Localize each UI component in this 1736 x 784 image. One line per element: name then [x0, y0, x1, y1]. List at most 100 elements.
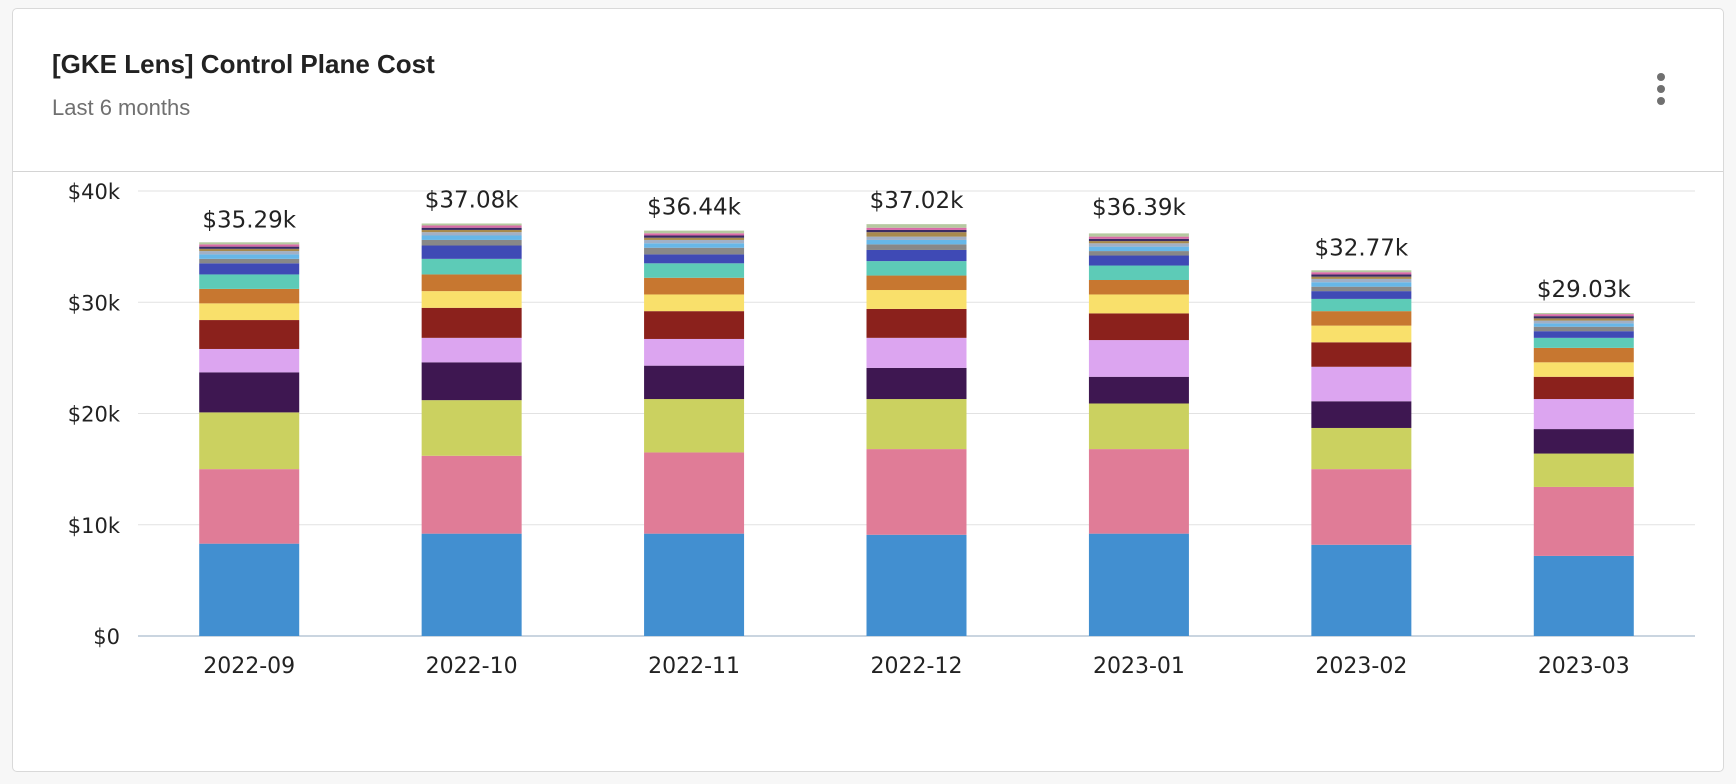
y-tick-label: $30k: [68, 291, 121, 315]
bar-segment: [421, 400, 522, 456]
chart-card: [GKE Lens] Control Plane Cost Last 6 mon…: [12, 8, 1724, 772]
bar-segment: [199, 246, 300, 249]
bar-total-label: $36.44k: [647, 195, 741, 221]
bar-segment: [644, 452, 745, 534]
bar-segment: [866, 337, 967, 368]
bar-total-label: $36.39k: [1092, 195, 1186, 221]
more-vertical-icon[interactable]: [1651, 73, 1671, 113]
bar-segment: [866, 399, 967, 450]
bar-segment: [199, 543, 300, 636]
bar-segment: [866, 232, 967, 237]
bar-segment: [644, 243, 745, 248]
bar-segment: [199, 412, 300, 470]
bar-segment: [644, 254, 745, 264]
bar-segment: [866, 224, 967, 228]
x-tick-label: 2022-11: [648, 654, 740, 679]
bar-segment: [199, 248, 300, 252]
bar-segment: [1311, 298, 1412, 312]
bar-segment: [644, 338, 745, 366]
bar-segment: [421, 274, 522, 292]
bar-segment: [199, 320, 300, 349]
bar-segment: [1088, 255, 1189, 266]
bar-segment: [1088, 376, 1189, 404]
bar-segment: [1088, 313, 1189, 341]
bar-segment: [866, 227, 967, 230]
bar-segment: [421, 291, 522, 308]
bar-total-label: $37.08k: [425, 187, 519, 213]
bar-segment: [1311, 325, 1412, 343]
bar-segment: [1311, 286, 1412, 292]
x-tick-label: 2022-10: [426, 654, 518, 679]
bar-segment: [644, 263, 745, 278]
kebab-dot: [1657, 97, 1665, 105]
bar-segment: [1533, 486, 1634, 556]
bar-segment: [199, 303, 300, 321]
bar-segment: [199, 242, 300, 245]
bar-segment: [644, 277, 745, 295]
bar-segment: [1533, 323, 1634, 327]
bar-segment: [1088, 403, 1189, 450]
bar-segment: [1088, 246, 1189, 252]
y-tick-label: $20k: [68, 403, 121, 427]
bar-segment: [421, 225, 522, 228]
bar-segment: [1088, 265, 1189, 280]
bar-segment: [421, 533, 522, 636]
bar-segment: [866, 229, 967, 233]
bar-segment: [1088, 243, 1189, 247]
x-tick-label: 2023-03: [1538, 654, 1630, 679]
bar-segment: [644, 233, 745, 236]
bar-segment: [1533, 320, 1634, 324]
bar-segment: [1311, 276, 1412, 279]
bar-segment: [644, 235, 745, 238]
bar-total-label: $32.77k: [1314, 235, 1408, 261]
bar-segment: [421, 239, 522, 246]
bar-segment: [199, 263, 300, 275]
bar-total-label: $35.29k: [202, 207, 296, 233]
bar-segment: [1311, 274, 1412, 277]
bar-segment: [1533, 362, 1634, 377]
bar-segment: [1311, 544, 1412, 636]
bar-segment: [1533, 326, 1634, 332]
bar-segment: [1311, 469, 1412, 545]
bar-segment: [1533, 347, 1634, 363]
bar-segment: [1311, 401, 1412, 428]
y-tick-label: $10k: [68, 514, 121, 538]
bar-segment: [199, 288, 300, 304]
bar-segment: [644, 294, 745, 312]
bar-segment: [866, 367, 967, 400]
bar-segment: [644, 247, 745, 255]
bar-segment: [1311, 291, 1412, 299]
bar-segment: [866, 261, 967, 276]
bar-segment: [421, 223, 522, 226]
bar-segment: [199, 251, 300, 255]
bar-segment: [1533, 331, 1634, 338]
bar-segment: [1533, 429, 1634, 454]
bar-segment: [866, 236, 967, 240]
x-tick-label: 2022-12: [871, 654, 963, 679]
bar-total-label: $37.02k: [870, 188, 964, 214]
bar-segment: [1088, 251, 1189, 256]
bar-segment: [1088, 340, 1189, 377]
bar-segment: [644, 365, 745, 400]
bar-segment: [1311, 278, 1412, 283]
y-tick-label: $40k: [68, 180, 121, 204]
bar-segment: [1311, 270, 1412, 273]
bar-segment: [421, 258, 522, 275]
bar-segment: [866, 290, 967, 309]
chart-title: [GKE Lens] Control Plane Cost: [52, 49, 435, 79]
bar-segment: [1088, 233, 1189, 237]
bar-segment: [421, 307, 522, 338]
bar-segment: [1533, 376, 1634, 400]
kebab-dot: [1657, 85, 1665, 93]
bar-segment: [1088, 238, 1189, 242]
bar-segment: [866, 449, 967, 535]
bar-segment: [199, 254, 300, 259]
bar-segment: [866, 534, 967, 636]
bar-segment: [1311, 311, 1412, 326]
x-tick-label: 2023-02: [1315, 654, 1407, 679]
bar-segment: [644, 230, 745, 234]
bar-segment: [1533, 453, 1634, 487]
bar-segment: [1533, 555, 1634, 636]
bar-segment: [1533, 314, 1634, 317]
bar-segment: [1533, 399, 1634, 430]
